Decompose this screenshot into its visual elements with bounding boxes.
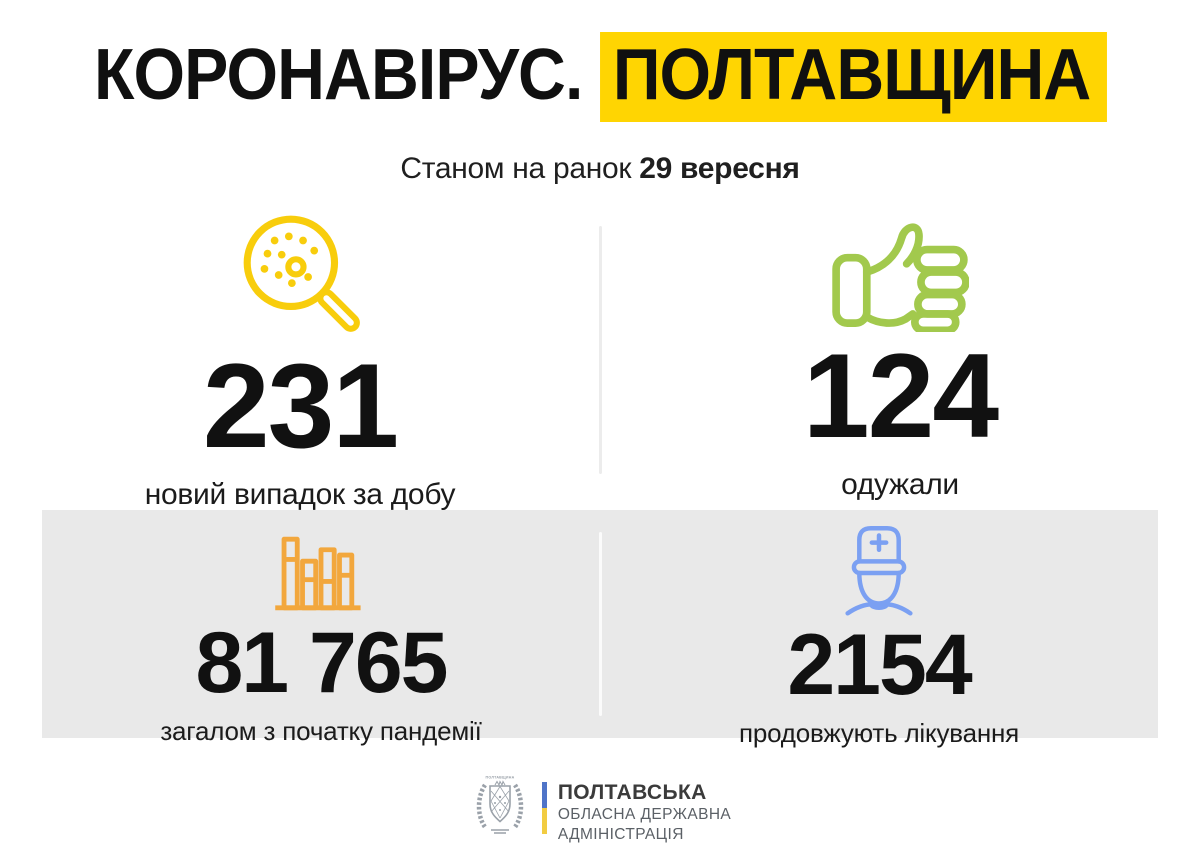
- page-title: КОРОНАВІРУС. ПОЛТАВЩИНА: [0, 30, 1200, 122]
- report-date-prefix: Станом на ранок: [400, 152, 640, 185]
- report-date-value: 29 вересня: [639, 152, 800, 185]
- stat-value: 231: [202, 339, 399, 473]
- stat-value: 81 765: [195, 615, 448, 711]
- stat-value: 124: [802, 329, 999, 463]
- vertical-divider: [599, 532, 602, 716]
- org-line2: ОБЛАСНА ДЕРЖАВНА: [557, 806, 732, 823]
- stat-total-cases: 81 765 загалом з початку пандемії: [42, 510, 600, 746]
- org-title: ПОЛТАВСЬКА ОБЛАСНА ДЕРЖАВНА АДМІНІСТРАЦІ…: [558, 782, 731, 844]
- emblem-caption: ПОЛТАВЩИНА: [485, 776, 514, 780]
- report-date: Станом на ранок 29 вересня: [0, 152, 1200, 186]
- stat-label: новий випадок за добу: [144, 478, 456, 511]
- vertical-divider: [599, 226, 602, 474]
- stat-label: загалом з початку пандемії: [160, 716, 482, 746]
- stat-value: 2154: [787, 617, 972, 713]
- doctor-icon: [829, 526, 929, 616]
- stats-row-top: 231 новий випадок за добу 124 одужали: [0, 210, 1200, 511]
- stats-row-bottom: 81 765 загалом з початку пандемії 2154 п…: [42, 510, 1158, 748]
- stat-label: одужали: [841, 468, 959, 501]
- magnifier-virus-icon: [234, 210, 366, 342]
- coat-of-arms-icon: ПОЛТАВЩИНА: [476, 776, 524, 834]
- bar-chart-icon: [268, 526, 374, 614]
- org-name: ПОЛТАВСЬКА: [557, 781, 707, 804]
- org-line3: АДМІНІСТРАЦІЯ: [557, 826, 684, 843]
- stat-new-cases: 231 новий випадок за добу: [0, 210, 600, 511]
- stat-recovered: 124 одужали: [600, 210, 1200, 501]
- flag-bar: [541, 782, 547, 834]
- flag-blue: [541, 782, 547, 808]
- stat-label: продовжують лікування: [738, 718, 1020, 748]
- stat-in-treatment: 2154 продовжують лікування: [600, 510, 1158, 748]
- thumbs-up-icon: [831, 210, 969, 332]
- flag-yellow: [541, 808, 547, 834]
- title-highlight: ПОЛТАВЩИНА: [599, 32, 1107, 122]
- footer-logo: ПОЛТАВЩИНА ПОЛТАВСЬКА ОБЛАСНА ДЕРЖАВНА А…: [0, 772, 1200, 844]
- title-text: КОРОНАВІРУС.: [93, 35, 583, 115]
